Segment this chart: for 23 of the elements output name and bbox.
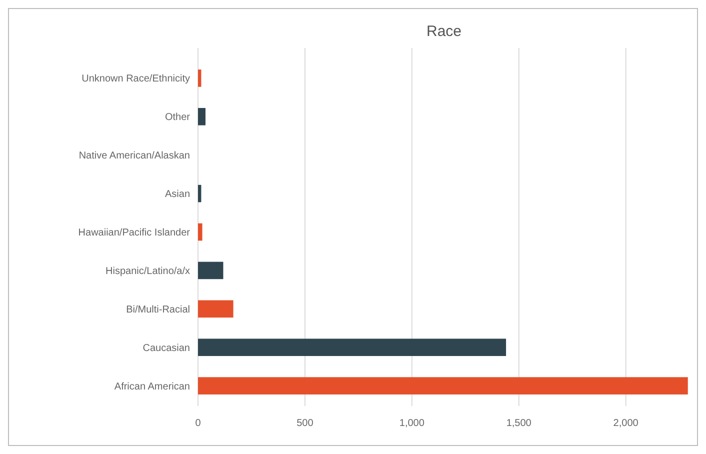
y-tick-label: Bi/Multi-Racial <box>126 304 190 316</box>
bar <box>198 108 206 126</box>
x-tick-label: 1,000 <box>399 418 425 429</box>
y-tick-label: Unknown Race/Ethnicity <box>82 74 190 85</box>
chart-title: Race <box>426 23 462 40</box>
bar <box>198 184 202 202</box>
bar <box>198 338 506 356</box>
bar <box>198 262 224 280</box>
bar <box>198 300 234 318</box>
y-tick-label: Hawaiian/Pacific Islander <box>78 228 191 238</box>
x-tick-label: 0 <box>195 418 202 429</box>
y-tick-label: Hispanic/Latino/a/x <box>106 266 190 277</box>
y-tick-label: Asian <box>164 189 190 200</box>
y-tick-label: Other <box>164 112 191 124</box>
x-tick-label: 1,500 <box>506 418 532 429</box>
y-tick-label: African American <box>114 381 190 392</box>
x-tick-label: 2,000 <box>613 418 639 429</box>
y-tick-label: Caucasian <box>142 342 190 354</box>
bar <box>198 223 202 241</box>
y-tick-label: Native American/Alaskan <box>78 150 190 162</box>
bar <box>198 70 202 87</box>
bar <box>198 377 688 394</box>
x-tick-label: 500 <box>296 418 314 429</box>
